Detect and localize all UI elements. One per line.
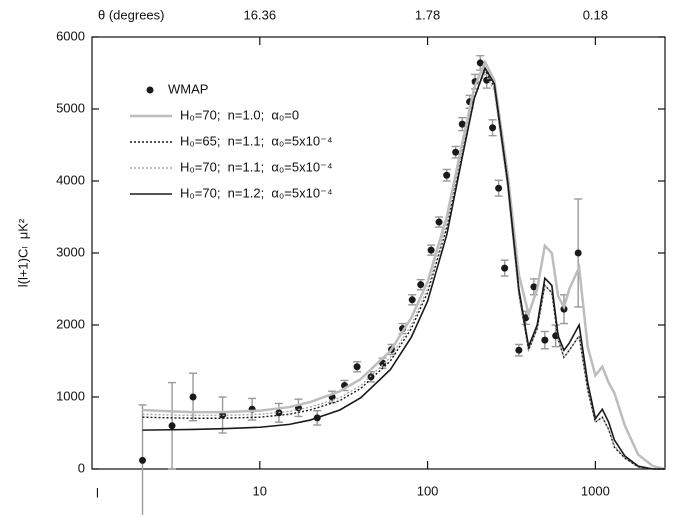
- y-tick-label: 2000: [56, 316, 85, 331]
- legend-label: H₀=65; n=1.1; α₀=5x10⁻⁴: [180, 133, 333, 148]
- y-axis-label: l(l+1)Cₗ μK²: [15, 218, 30, 287]
- data-point: [367, 373, 375, 381]
- y-tick-label: 1000: [56, 388, 85, 403]
- data-point: [541, 336, 549, 344]
- data-point: [435, 218, 443, 226]
- x-tick-label: 10: [253, 483, 267, 498]
- x2-tick-label: 1.78: [415, 7, 440, 22]
- data-point: [408, 296, 416, 304]
- legend-label: H₀=70; n=1.0; α₀=0: [180, 107, 299, 122]
- legend-label: H₀=70; n=1.2; α₀=5x10⁻⁴: [180, 185, 333, 200]
- model-curve: [142, 66, 665, 470]
- data-point: [168, 422, 176, 430]
- data-point: [501, 264, 509, 272]
- x-tick-label: 1000: [581, 483, 610, 498]
- y-tick-label: 6000: [56, 28, 85, 43]
- data-point: [417, 281, 425, 289]
- legend-label: H₀=70; n=1.1; α₀=5x10⁻⁴: [180, 159, 333, 174]
- data-point: [452, 148, 460, 156]
- x-axis-label: l: [96, 485, 99, 500]
- legend-label: WMAP: [168, 81, 208, 96]
- data-point: [458, 120, 466, 128]
- data-point: [515, 346, 523, 354]
- x2-tick-label: 16.36: [244, 7, 277, 22]
- data-point: [139, 456, 147, 464]
- data-point: [530, 283, 538, 291]
- x-tick-label: 100: [417, 483, 439, 498]
- data-point: [353, 363, 361, 371]
- legend-marker: [146, 86, 154, 94]
- data-point: [189, 393, 197, 401]
- model-curve: [142, 67, 665, 470]
- data-point: [443, 171, 451, 179]
- data-point: [476, 59, 484, 67]
- y-tick-label: 3000: [56, 244, 85, 259]
- model-curve: [142, 71, 665, 470]
- data-point: [495, 184, 503, 192]
- data-point: [427, 246, 435, 254]
- data-point: [483, 76, 491, 84]
- x2-axis-label: θ (degrees): [98, 7, 164, 22]
- y-tick-label: 5000: [56, 100, 85, 115]
- data-point: [489, 124, 497, 132]
- y-tick-label: 4000: [56, 172, 85, 187]
- y-tick-label: 0: [78, 460, 85, 475]
- model-curve: [142, 59, 665, 471]
- x2-tick-label: 0.18: [583, 7, 608, 22]
- data-point: [574, 249, 582, 257]
